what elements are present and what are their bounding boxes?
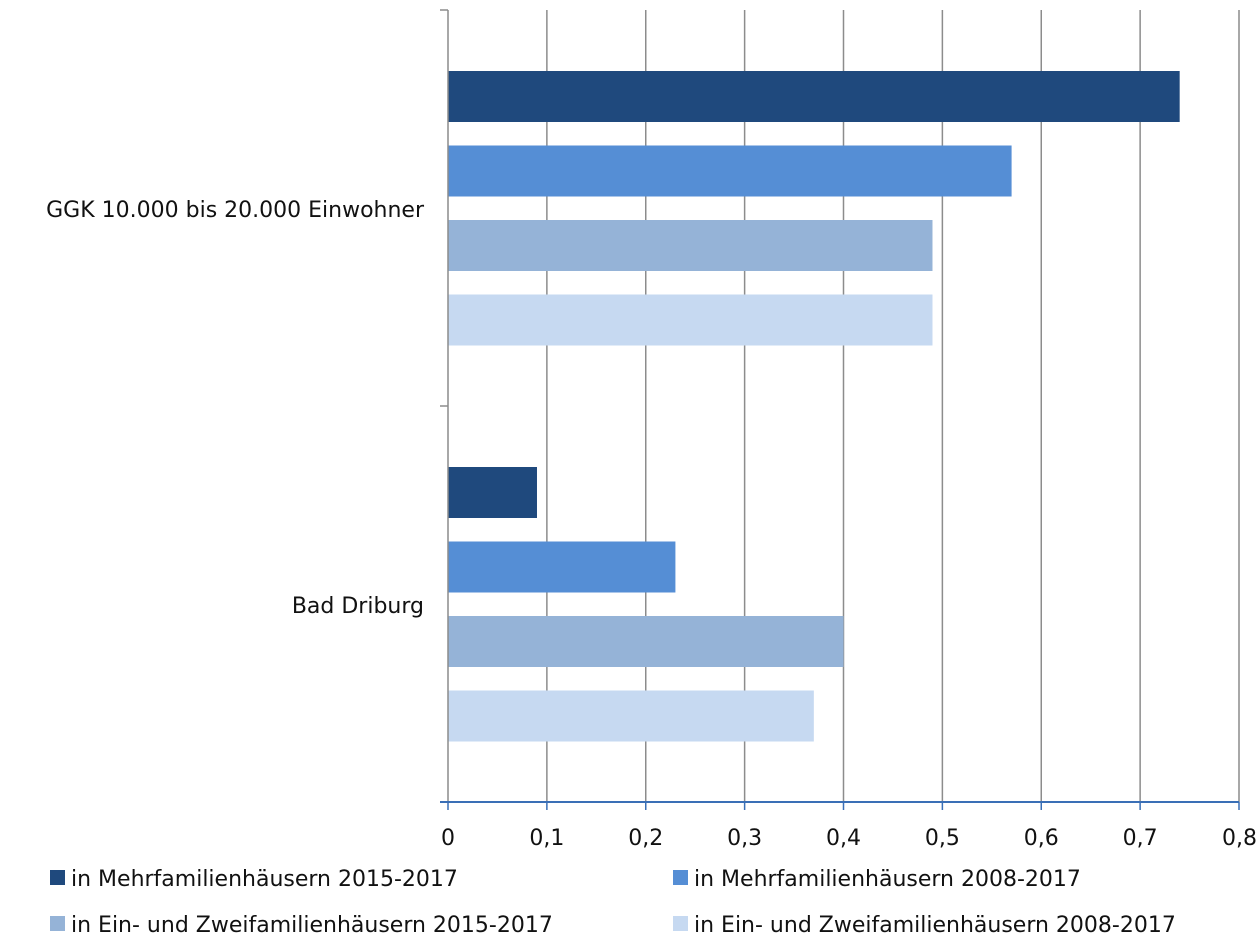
x-tick-labels: 0 0,1 0,2 0,3 0,4 0,5 0,6 0,7 0,8 bbox=[441, 826, 1257, 851]
legend-item: in Mehrfamilienhäusern 2015-2017 bbox=[50, 867, 458, 892]
legend-swatch bbox=[50, 916, 65, 931]
bar-2-series-4 bbox=[448, 690, 814, 742]
category-label: GGK 10.000 bis 20.000 Einwohner bbox=[46, 198, 425, 223]
legend-item: in Ein- und Zweifamilienhäusern 2015-201… bbox=[50, 913, 553, 938]
legend-item: in Ein- und Zweifamilienhäusern 2008-201… bbox=[673, 913, 1176, 938]
x-tick-label: 0,4 bbox=[826, 826, 861, 851]
legend-label: in Mehrfamilienhäusern 2015-2017 bbox=[71, 867, 458, 892]
x-tick-label: 0,1 bbox=[529, 826, 564, 851]
x-tick-label: 0,3 bbox=[727, 826, 762, 851]
bar-2-series-3 bbox=[448, 616, 844, 667]
legend-swatch bbox=[50, 870, 65, 885]
legend: in Mehrfamilienhäusern 2015-2017 in Mehrf… bbox=[50, 867, 1176, 938]
bar-1-series-4 bbox=[448, 294, 933, 346]
x-tick-label: 0,7 bbox=[1123, 826, 1158, 851]
legend-label: in Ein- und Zweifamilienhäusern 2015-201… bbox=[71, 913, 553, 938]
legend-swatch bbox=[673, 916, 688, 931]
bar-1-series-1 bbox=[448, 71, 1180, 122]
x-tick-label: 0,6 bbox=[1024, 826, 1059, 851]
bar-1-series-2 bbox=[448, 145, 1012, 197]
bar-2-series-2 bbox=[448, 541, 676, 593]
legend-label: in Ein- und Zweifamilienhäusern 2008-201… bbox=[694, 913, 1176, 938]
x-tick-label: 0,5 bbox=[925, 826, 960, 851]
bar-2-series-1 bbox=[448, 467, 537, 518]
x-tick-label: 0,8 bbox=[1222, 826, 1257, 851]
x-tick-label: 0,2 bbox=[628, 826, 663, 851]
category-labels: GGK 10.000 bis 20.000 Einwohner Bad Dribu… bbox=[46, 198, 425, 619]
legend-swatch bbox=[673, 870, 688, 885]
legend-label: in Mehrfamilienhäusern 2008-2017 bbox=[694, 867, 1081, 892]
legend-item: in Mehrfamilienhäusern 2008-2017 bbox=[673, 867, 1081, 892]
category-label: Bad Driburg bbox=[292, 594, 424, 619]
axes bbox=[440, 9, 1240, 810]
x-tick-label: 0 bbox=[441, 826, 455, 851]
grid-lines bbox=[546, 10, 1240, 802]
bar-1-series-3 bbox=[448, 220, 933, 271]
bars bbox=[448, 71, 1180, 742]
